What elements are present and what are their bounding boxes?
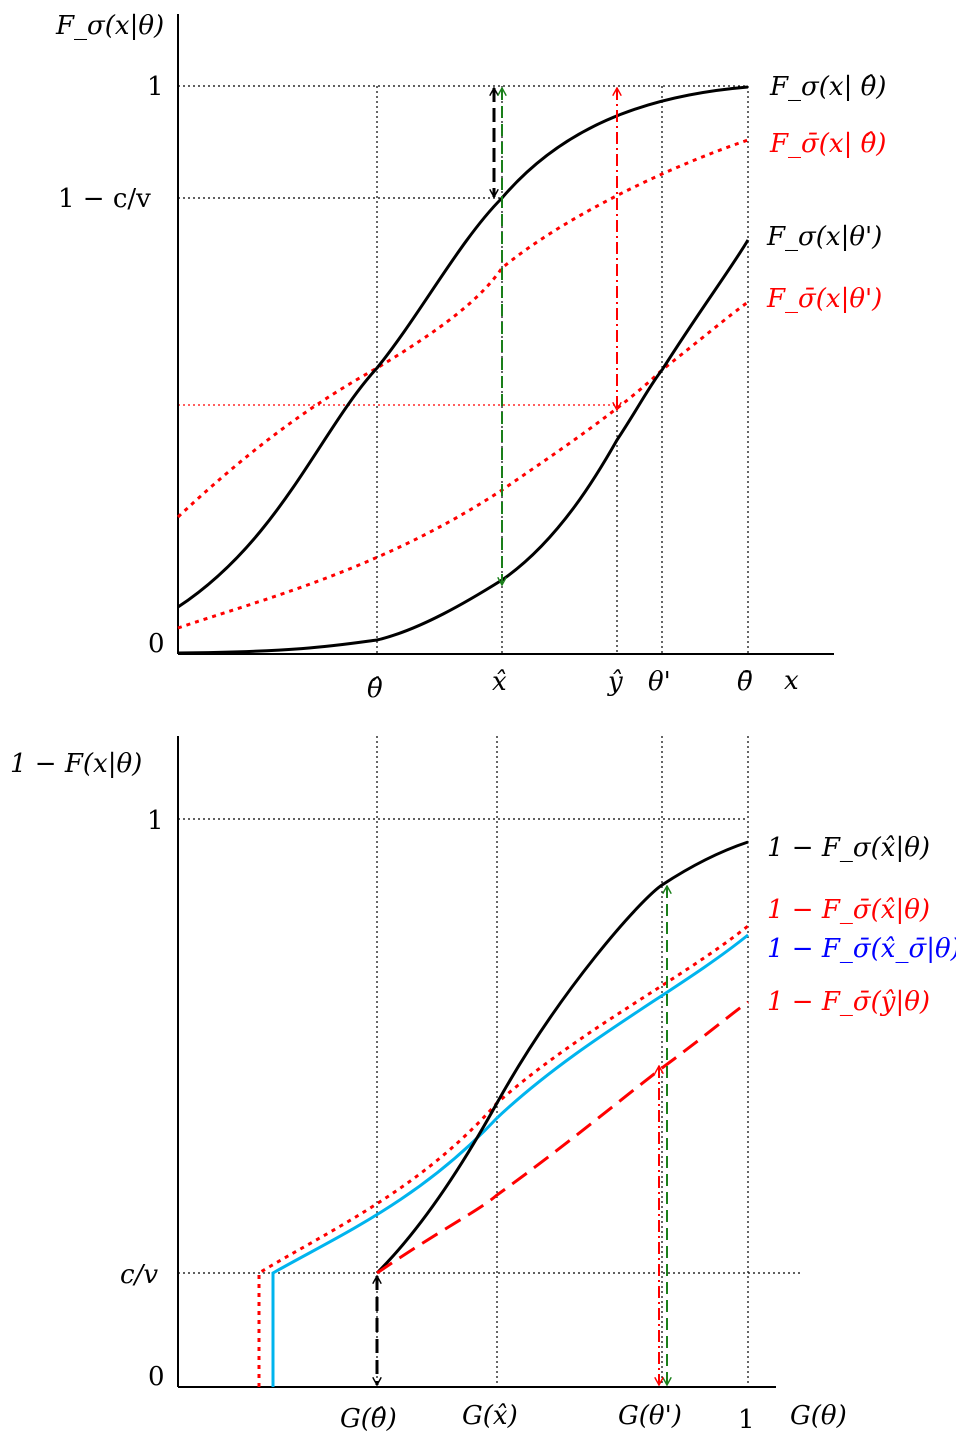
top-curve-F-sigma-bar-theta-prime — [177, 300, 749, 630]
bottom-y-axis-label: 1 − F(x|θ) — [10, 749, 142, 779]
bottom-x-tick-G-theta-hat: G(θ̂) — [340, 1404, 397, 1434]
bottom-label-1-F-sigma-bar-x-hat-sigma-bar: 1 − F_σ̄(x̂_σ̄|θ) — [767, 934, 956, 964]
top-y-tick-0: 0 — [148, 629, 165, 659]
bottom-panel: 1 − F(x|θ) G(θ) 1 c/v 0 G(θ̂) G(x̂) G(θ'… — [10, 736, 956, 1435]
top-x-tick-x-hat: x̂ — [492, 667, 507, 697]
top-curve-F-sigma-theta-prime — [177, 239, 750, 655]
top-curve-F-sigma-bar-theta-hat — [176, 138, 749, 519]
bottom-curve-1-F-sigma-bar-x-hat — [257, 924, 749, 1387]
top-label-F-sigma-bar-theta-prime: F_σ̄(x|θ') — [766, 284, 882, 314]
bottom-curve-1-F-sigma-bar-y-hat — [376, 1000, 749, 1275]
top-panel: F_σ(x|θ) x 1 1 − c/v 0 θ̂ x̂ ŷ θ' θ̄ F_σ… — [55, 11, 886, 704]
top-curve-F-sigma-theta-hat — [177, 85, 749, 609]
top-x-axis-label: x — [784, 666, 799, 696]
bottom-x-tick-G-theta-prime: G(θ') — [618, 1401, 682, 1431]
top-x-tick-theta-prime: θ' — [648, 667, 671, 697]
top-x-tick-theta-bar: θ̄ — [737, 667, 753, 697]
bottom-curve-1-F-sigma-bar-x-hat-sigma-bar — [271, 933, 749, 1387]
bottom-y-tick-c-v: c/v — [120, 1260, 158, 1290]
top-label-F-sigma-theta-prime: F_σ(x|θ') — [766, 222, 882, 252]
bottom-x-axis-label: G(θ) — [790, 1401, 847, 1431]
top-x-tick-y-hat: ŷ — [607, 667, 623, 697]
bottom-x-tick-G-x-hat: G(x̂) — [462, 1401, 518, 1431]
top-y-tick-1-c-v: 1 − c/v — [58, 184, 151, 214]
bottom-y-tick-1: 1 — [147, 806, 164, 836]
top-y-tick-1: 1 — [147, 72, 164, 102]
top-label-F-sigma-bar-theta-hat: F_σ̄(x| θ̂) — [769, 129, 886, 159]
top-x-tick-theta-hat: θ̂ — [367, 674, 383, 704]
bottom-label-1-F-sigma-bar-y-hat: 1 − F_σ̄(ŷ|θ) — [767, 987, 930, 1017]
top-y-axis-label: F_σ(x|θ) — [55, 11, 164, 41]
top-label-F-sigma-theta-hat: F_σ(x| θ̂) — [769, 72, 886, 102]
bottom-label-1-F-sigma-bar-x-hat: 1 − F_σ̄(x̂|θ) — [767, 895, 930, 925]
bottom-y-tick-0: 0 — [148, 1362, 165, 1392]
bottom-label-1-F-sigma-x-hat: 1 − F_σ(x̂|θ) — [767, 833, 930, 863]
bottom-curve-1-F-sigma-x-hat — [375, 840, 749, 1275]
bottom-x-tick-one: 1 — [738, 1405, 755, 1435]
